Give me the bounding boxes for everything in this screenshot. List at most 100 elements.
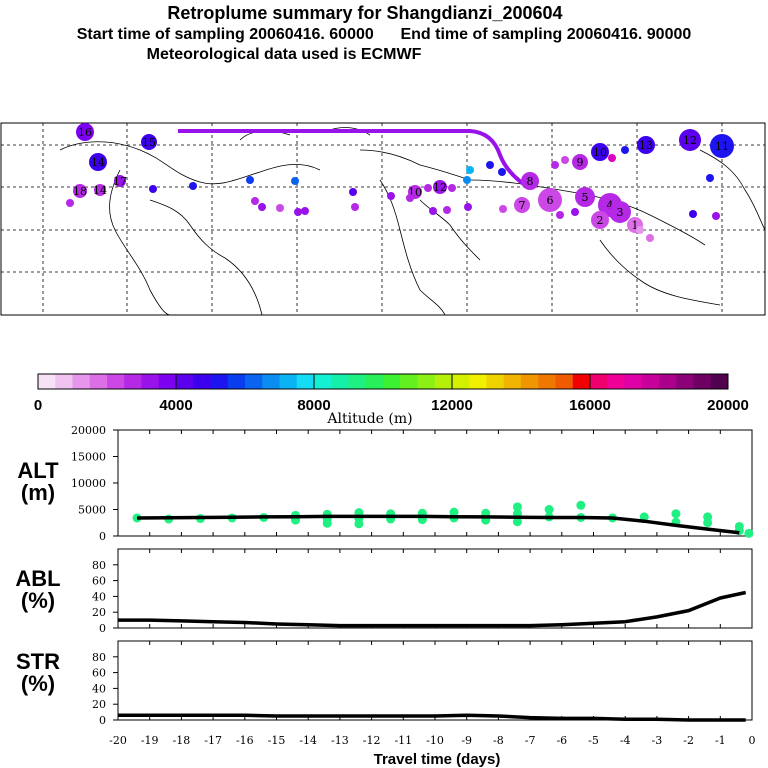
colorbar-cell bbox=[693, 374, 712, 389]
colorbar-cell bbox=[158, 374, 177, 389]
x-tick-label: 0 bbox=[749, 734, 756, 747]
y-tick-label: 5000 bbox=[78, 504, 106, 517]
plume-marker bbox=[89, 153, 107, 171]
plume-dot bbox=[556, 211, 564, 219]
colorbar-cell bbox=[89, 374, 108, 389]
y-tick-label: 0 bbox=[99, 622, 106, 635]
alt-sample-point bbox=[576, 500, 586, 510]
plume-dot bbox=[189, 182, 197, 190]
x-tick-label: -17 bbox=[204, 734, 222, 747]
colorbar-cell bbox=[141, 374, 160, 389]
colorbar-cell bbox=[331, 374, 349, 389]
y-tick-label: 0 bbox=[99, 714, 106, 727]
plume-dot bbox=[349, 188, 357, 196]
plume-dot bbox=[387, 192, 395, 200]
colorbar-cell bbox=[107, 374, 125, 389]
plume-marker-label: 8 bbox=[527, 175, 534, 188]
y-tick-label: 60 bbox=[92, 575, 106, 588]
plume-dot bbox=[301, 207, 309, 215]
sampling-times: Start time of sampling 20060416. 60000 E… bbox=[0, 26, 768, 44]
y-tick-label: 60 bbox=[92, 667, 106, 680]
y-tick-label: 20000 bbox=[71, 424, 106, 437]
plume-dot bbox=[448, 184, 456, 192]
plume-dot bbox=[498, 168, 506, 176]
colorbar-cell bbox=[38, 374, 56, 389]
colorbar-cell bbox=[659, 374, 677, 389]
y-tick-label: 20 bbox=[92, 606, 106, 619]
colorbar-tick-label: 4000 bbox=[159, 397, 192, 414]
alt-line bbox=[136, 514, 740, 535]
x-tick-label: -14 bbox=[299, 734, 317, 747]
plume-marker bbox=[591, 143, 609, 161]
plume-dot bbox=[551, 161, 559, 169]
plume-dot bbox=[486, 161, 494, 169]
plume-marker-label: 11 bbox=[715, 140, 729, 153]
y-tick-label: 80 bbox=[92, 651, 106, 664]
plume-dot bbox=[561, 156, 569, 164]
colorbar-cell bbox=[607, 374, 625, 389]
plume-dot bbox=[443, 206, 451, 214]
met-data-label: Meteorological data used is ECMWF bbox=[146, 46, 422, 63]
plume-dot bbox=[712, 212, 720, 220]
x-tick-label: -13 bbox=[331, 734, 349, 747]
x-tick-label: -20 bbox=[109, 734, 127, 747]
str-panel: 0 20 40 60 80 bbox=[92, 640, 753, 727]
plume-marker-label: 16 bbox=[78, 126, 92, 139]
x-tick-label: -8 bbox=[493, 734, 504, 747]
plume-marker bbox=[710, 134, 734, 158]
plume-marker-label: 15 bbox=[142, 136, 156, 149]
plume-marker bbox=[73, 184, 87, 198]
plume-marker-label: 18 bbox=[73, 185, 87, 198]
plume-marker bbox=[637, 136, 655, 154]
x-axis: -20 -19 -18 -17 -16 -15 -14 -13 -12 -11 -10 -9 -8 -7-… bbox=[109, 734, 755, 747]
str-label-line2: (%) bbox=[21, 671, 55, 696]
plume-dot bbox=[294, 208, 302, 216]
x-tick-label: -4 bbox=[620, 734, 631, 747]
colorbar-cell bbox=[72, 374, 91, 389]
plume-marker-label: 10 bbox=[593, 146, 607, 159]
colorbar-cell bbox=[314, 374, 332, 389]
plume-marker-label: 1 bbox=[632, 219, 639, 232]
x-tick-label: -6 bbox=[556, 734, 567, 747]
colorbar-cell bbox=[486, 374, 505, 389]
plume-marker bbox=[76, 123, 94, 141]
plume-marker bbox=[572, 154, 588, 170]
str-label-line1: STR bbox=[16, 649, 60, 674]
plume-dot bbox=[429, 207, 437, 215]
plume-marker-label: 13 bbox=[639, 139, 653, 152]
plume-dot bbox=[424, 184, 432, 192]
colorbar-cell bbox=[262, 374, 280, 389]
abl-line bbox=[118, 590, 747, 628]
abl-label-line2: (%) bbox=[21, 588, 55, 613]
plume-marker-label: 2 bbox=[597, 214, 604, 227]
y-tick-label: 10000 bbox=[71, 477, 106, 490]
x-tick-label: -9 bbox=[461, 734, 472, 747]
plume-dot bbox=[351, 203, 359, 211]
plume-dot bbox=[406, 194, 414, 202]
colorbar-cell bbox=[124, 374, 142, 389]
plume-dot bbox=[251, 197, 259, 205]
colorbar-cell bbox=[641, 374, 660, 389]
plume-dot bbox=[66, 199, 74, 207]
chart-title: Retroplume summary for Shangdianzi_20060… bbox=[167, 3, 563, 23]
alt-sample-point bbox=[354, 519, 364, 529]
colorbar-cell bbox=[400, 374, 418, 389]
plume-dot bbox=[291, 177, 299, 185]
plume-dot bbox=[689, 210, 697, 218]
altitude-colorbar: 0 4000 8000 12000 16000 20000 Altitude (m) bbox=[34, 373, 749, 427]
plume-dot bbox=[636, 226, 644, 234]
colorbar-cell bbox=[624, 374, 643, 389]
time-series-panels: ALT (m) ABL (%) STR (%) 0 5000 10000 15000 2… bbox=[15, 424, 755, 768]
str-line bbox=[118, 713, 746, 722]
plume-marker bbox=[609, 201, 631, 223]
plume-marker-label: 5 bbox=[582, 191, 589, 204]
panel-frame bbox=[117, 640, 753, 721]
x-tick-label: -2 bbox=[683, 734, 694, 747]
alt-label-line2: (m) bbox=[21, 480, 55, 505]
plume-dot bbox=[571, 208, 579, 216]
plume-dot bbox=[149, 185, 157, 193]
plume-marker bbox=[521, 172, 539, 190]
alt-sample-point bbox=[322, 518, 332, 528]
